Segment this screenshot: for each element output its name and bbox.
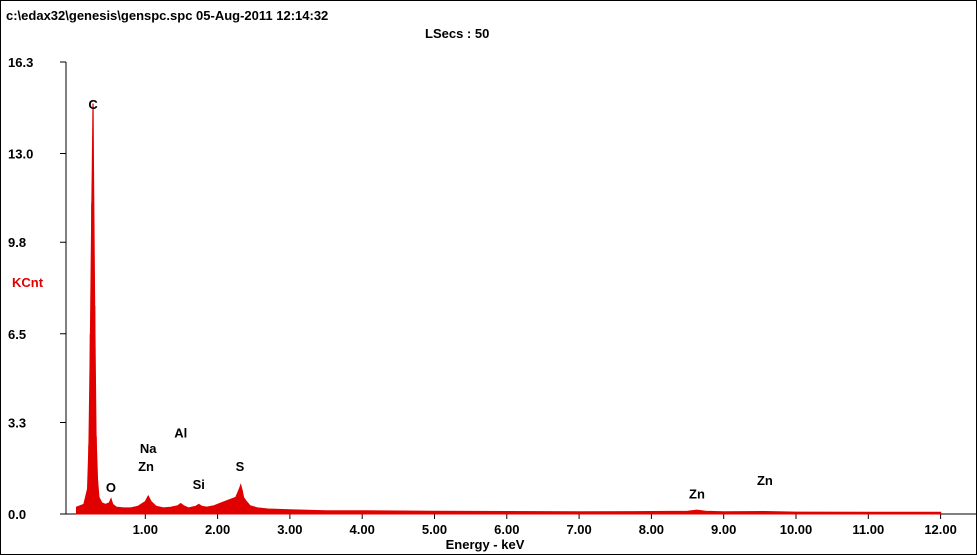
spectrum-series <box>76 103 942 515</box>
x-axis-ticks: 1.00 2.00 3.00 4.00 5.00 6.00 7.00 8.00 9.00 10.0… <box>133 514 957 537</box>
x-axis-title: Energy - keV <box>446 537 525 552</box>
peak-label: O <box>106 480 116 495</box>
x-tick-label: 3.00 <box>277 522 302 537</box>
y-tick-label: 9.8 <box>8 235 26 250</box>
peak-label: Al <box>174 426 187 441</box>
peak-label: Zn <box>689 487 705 502</box>
y-axis-title: KCnt <box>12 275 44 290</box>
peak-label: S <box>236 459 245 474</box>
peak-label: Na <box>140 441 157 456</box>
y-tick-label: 0.0 <box>8 507 26 522</box>
peak-labels: C O Na Zn Al Si S Zn Zn <box>88 97 773 502</box>
x-tick-label: 9.00 <box>711 522 736 537</box>
peak-label: Zn <box>138 459 154 474</box>
y-tick-label: 13.0 <box>8 147 33 162</box>
file-info-line: c:\edax32\genesis\genspc.spc 05-Aug-2011… <box>6 8 328 23</box>
peak-label: Si <box>193 477 205 492</box>
y-tick-label: 16.3 <box>8 55 33 70</box>
x-tick-label: 11.00 <box>852 522 884 537</box>
x-tick-label: 4.00 <box>350 522 375 537</box>
x-tick-label: 2.00 <box>205 522 230 537</box>
x-tick-label: 10.00 <box>780 522 813 537</box>
lsecs-line: LSecs : 50 <box>425 26 489 41</box>
y-tick-label: 3.3 <box>8 415 26 430</box>
peak-label: C <box>88 97 98 112</box>
x-tick-label: 5.00 <box>422 522 447 537</box>
y-axis-ticks: 0.0 3.3 6.5 9.8 13.0 16.3 <box>8 55 66 522</box>
x-tick-label: 6.00 <box>494 522 519 537</box>
x-tick-label: 7.00 <box>566 522 591 537</box>
y-tick-label: 6.5 <box>8 327 26 342</box>
x-tick-label: 12.00 <box>924 522 957 537</box>
spectrum-line <box>76 103 942 515</box>
x-tick-label: 1.00 <box>133 522 158 537</box>
peak-label: Zn <box>757 473 773 488</box>
x-tick-label: 8.00 <box>639 522 664 537</box>
